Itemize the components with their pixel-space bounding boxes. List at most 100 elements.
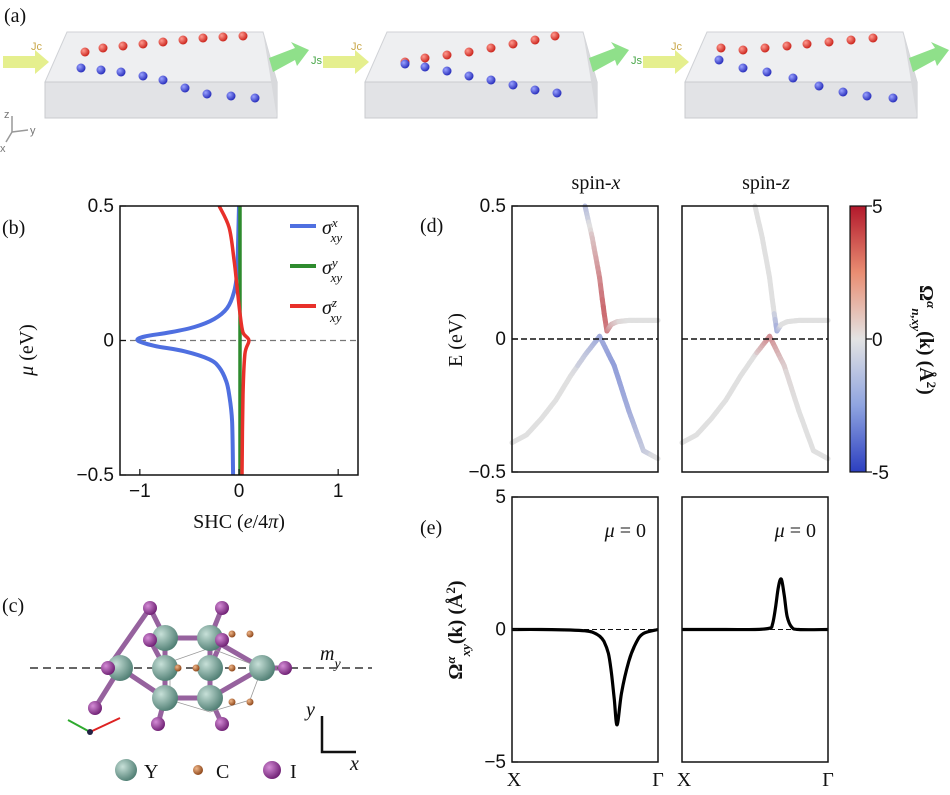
plot-e-spin-z: μ = 0 X Γ: [677, 496, 834, 791]
spin-up-electron: [486, 43, 496, 53]
x-tick-label-gamma: Γ: [652, 769, 664, 791]
spin-down-electron: [138, 71, 148, 81]
panel-label-b: (b): [2, 217, 25, 239]
spin-up-electron: [550, 31, 560, 41]
slab-front: [684, 81, 918, 119]
e-ylabel: Ωαxy(k) (Å2): [443, 580, 473, 679]
plot-d-spin-x: −0.5 0 0.5: [468, 196, 661, 483]
y-tick-label: 0: [495, 620, 506, 641]
b-xlabel: SHC (e/4π): [193, 511, 285, 533]
carbon-atom: [228, 698, 236, 706]
spin-up-electron: [238, 31, 248, 41]
slab-side: [263, 32, 277, 118]
carbon-atom: [174, 664, 182, 672]
colorbar-gradient: [849, 205, 867, 473]
y-tick-label: 5: [495, 487, 506, 508]
spin-up-electron: [802, 39, 812, 49]
spin-up-electron: [218, 32, 228, 42]
spin-down-electron: [116, 67, 126, 77]
d-ylabel: E (eV): [445, 313, 467, 367]
slab-front: [44, 81, 278, 119]
spin-up-electron: [138, 39, 148, 49]
spin-down-electron: [420, 62, 430, 72]
spin-current-arrow: [589, 42, 629, 72]
legend-atom-I: [263, 761, 281, 779]
y-tick-label: 0: [103, 331, 114, 352]
yttrium-atom: [197, 655, 223, 681]
spin-down-electron: [486, 75, 496, 85]
spin-up-electron: [464, 47, 474, 57]
spin-up-electron: [442, 50, 452, 60]
yttrium-atom: [152, 685, 178, 711]
spin-down-electron: [158, 75, 168, 85]
plot-e-spin-x: μ = 0 X Γ −5 0 5: [484, 487, 663, 791]
spin-up-electron: [716, 43, 726, 53]
panel-label-e: (e): [420, 517, 442, 539]
spin-down-electron: [202, 89, 212, 99]
spin-up-electron: [508, 39, 518, 49]
plot-b: −1 0 1 −0.5 0 0.5 σx xy σy xy σz xy: [76, 196, 359, 502]
legend-label: σx xy: [322, 215, 342, 245]
legend-label: σz xy: [322, 295, 342, 325]
yttrium-atom: [152, 655, 178, 681]
carbon-atom: [228, 630, 236, 638]
legend-label: σy xy: [322, 255, 342, 285]
triad-origin: [87, 729, 93, 735]
spin-down-electron: [508, 80, 518, 90]
panel-label-a: (a): [4, 5, 26, 27]
spin-down-electron: [180, 83, 190, 93]
y-tick-label: 0: [495, 329, 506, 350]
axis-x-label: x: [0, 143, 6, 155]
legend-label-I: I: [290, 761, 297, 783]
iodine-atom: [215, 717, 229, 731]
y-tick-label: 0.5: [480, 196, 506, 217]
b-ylabel: μ (eV): [16, 324, 38, 377]
spin-down-electron: [530, 85, 540, 95]
omega-curve: [681, 577, 829, 632]
x-tick-label-X: X: [677, 769, 692, 791]
iodine-atom: [143, 633, 157, 647]
triad-green: [67, 719, 91, 733]
current-label: Jc: [31, 41, 43, 53]
spin-up-electron: [420, 53, 430, 63]
y-tick-label: −5: [484, 752, 506, 773]
spin-current-arrow: [269, 42, 309, 72]
spin-current-label: Js: [311, 55, 323, 67]
legend-label-C: C: [216, 761, 229, 783]
spin-down-electron: [714, 55, 724, 65]
yttrium-atom: [249, 655, 275, 681]
yttrium-atom: [197, 685, 223, 711]
yttrium-atom: [152, 625, 178, 651]
x-tick-label: 0: [234, 481, 245, 502]
colorbar: 5 0 -5: [849, 197, 889, 484]
spin-up-electron: [198, 33, 208, 43]
spin-down-electron: [838, 87, 848, 97]
spin-up-electron: [824, 37, 834, 47]
iodine-atom: [143, 601, 157, 615]
axes-xy: [320, 716, 356, 754]
spin-down-electron: [788, 73, 798, 83]
spin-up-electron: [782, 41, 792, 51]
axis-y-label: y: [304, 699, 315, 721]
axis-x-label: x: [349, 753, 359, 775]
spin-up-electron: [80, 47, 90, 57]
axis-y-label: y: [30, 125, 36, 137]
y-tick-label: −0.5: [76, 465, 114, 486]
y-tick-label: −0.5: [468, 462, 506, 483]
spin-down-electron: [862, 91, 872, 101]
d-title-spin-z: spin-z: [742, 172, 790, 194]
slab-side: [903, 32, 917, 118]
iodine-atom: [101, 661, 115, 675]
colorbar-label: Ωαn,xy(k) (Å2): [910, 285, 940, 395]
spin-down-electron: [96, 65, 106, 75]
spin-up-electron: [118, 41, 128, 51]
spin-current-arrow: [909, 42, 949, 72]
spin-down-electron: [76, 63, 86, 73]
panel-label-c: (c): [2, 595, 24, 617]
carbon-atom: [246, 698, 254, 706]
axis-x: [5, 131, 13, 143]
iodine-atom: [278, 661, 292, 675]
